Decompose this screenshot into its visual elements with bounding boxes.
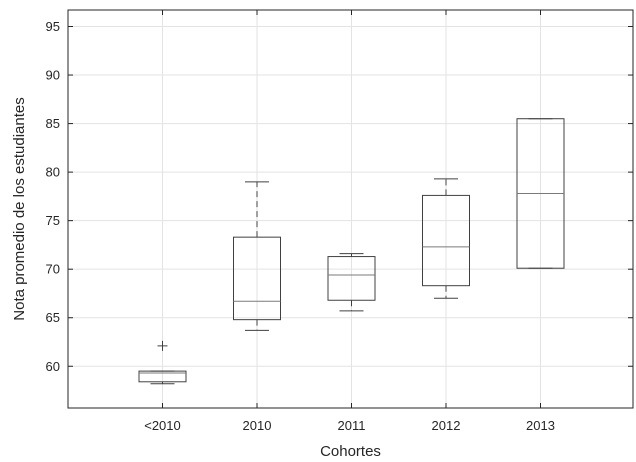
- box-rect: [422, 194, 470, 287]
- box-2013: [516, 118, 565, 269]
- x-tick-label: 2011: [338, 418, 366, 433]
- x-tick-label: 2012: [432, 418, 461, 433]
- y-tick-label: 95: [46, 19, 60, 34]
- grid-lines: [68, 10, 633, 408]
- box-2012: [422, 178, 470, 299]
- box-plot-series: [138, 118, 565, 385]
- tick-labels: 60 65 70 75 80 85 90 95 <2010 2010 2011 2012 2013: [46, 19, 555, 433]
- box-rect: [233, 236, 281, 321]
- y-tick-label: 60: [46, 359, 60, 374]
- axes: [67, 9, 634, 409]
- y-tick-label: 90: [46, 68, 60, 83]
- y-tick-label: 80: [46, 165, 60, 180]
- x-tick-label: <2010: [144, 418, 181, 433]
- box-rect: [327, 256, 376, 301]
- box-2010: [233, 181, 281, 331]
- y-tick-label: 70: [46, 262, 60, 277]
- plot-frame: [67, 9, 634, 409]
- y-tick-label: 65: [46, 310, 60, 325]
- y-axis-label: Nota promedio de los estudiantes: [11, 97, 28, 320]
- x-tick-label: 2010: [243, 418, 272, 433]
- y-tick-label: 75: [46, 213, 60, 228]
- x-axis-label: Cohortes: [320, 443, 381, 460]
- box-2011: [327, 253, 376, 312]
- box-2010: [138, 340, 187, 385]
- y-tick-label: 85: [46, 116, 60, 131]
- box-rect: [138, 370, 187, 383]
- outlier-marker: [157, 340, 168, 351]
- x-tick-label: 2013: [526, 418, 555, 433]
